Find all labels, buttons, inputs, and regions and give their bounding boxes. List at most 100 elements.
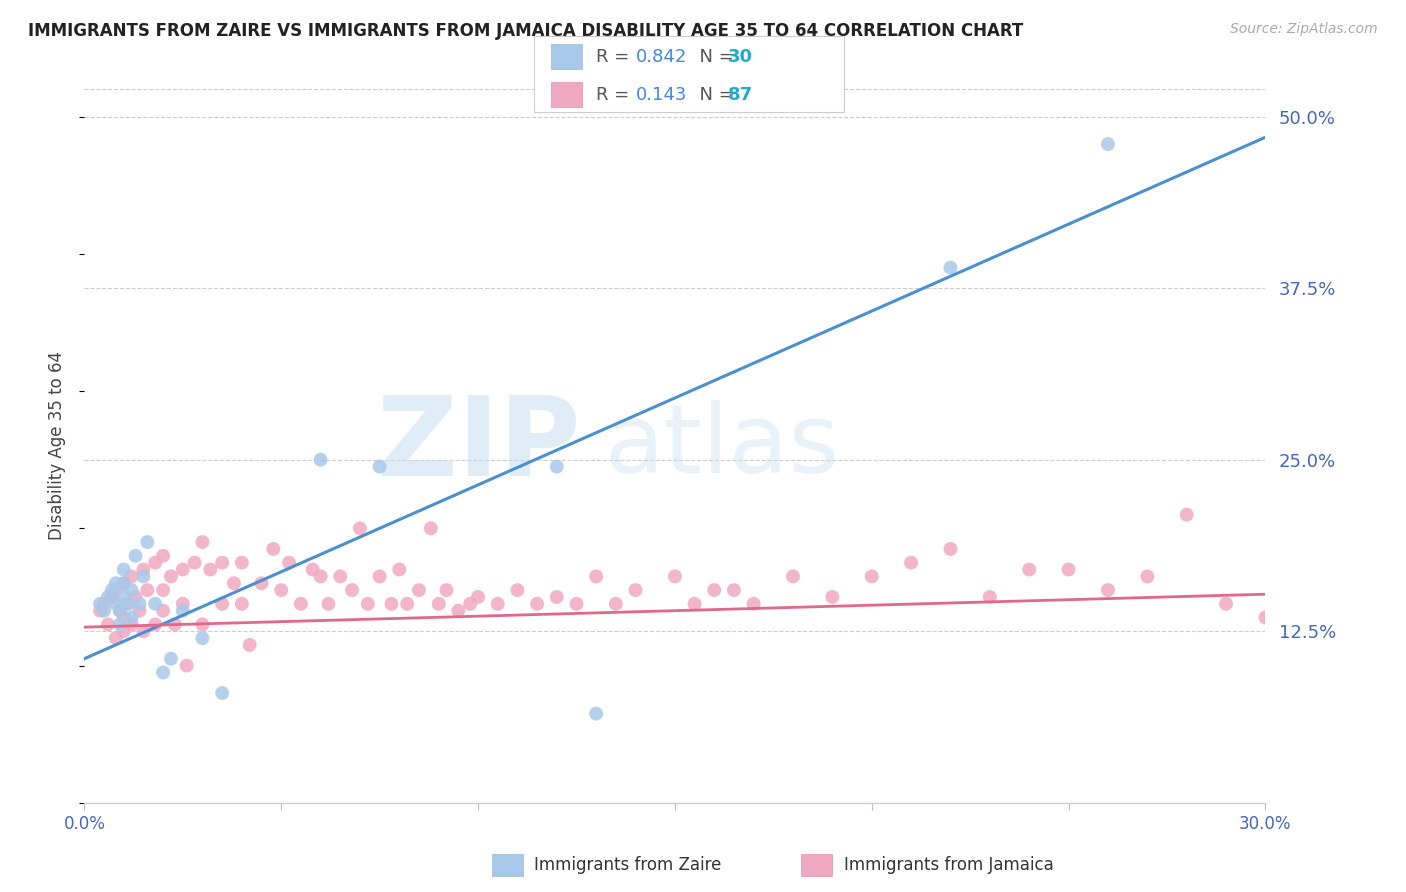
Point — [183, 556, 205, 570]
Point — [132, 624, 155, 639]
Point — [112, 562, 135, 576]
Point — [250, 576, 273, 591]
Point — [108, 604, 131, 618]
Point — [486, 597, 509, 611]
Point — [585, 706, 607, 721]
Text: N =: N = — [688, 86, 740, 103]
Text: 0.842: 0.842 — [636, 48, 688, 66]
Text: Immigrants from Zaire: Immigrants from Zaire — [534, 856, 721, 874]
Point — [723, 583, 745, 598]
Point — [1175, 508, 1198, 522]
Text: R =: R = — [596, 86, 636, 103]
Point — [132, 562, 155, 576]
Point — [143, 556, 166, 570]
Point — [152, 604, 174, 618]
Point — [143, 617, 166, 632]
Point — [340, 583, 363, 598]
Point — [1215, 597, 1237, 611]
Point — [136, 535, 159, 549]
Point — [200, 562, 222, 576]
Point — [152, 583, 174, 598]
Point — [290, 597, 312, 611]
Point — [97, 590, 120, 604]
Point — [447, 604, 470, 618]
Point — [979, 590, 1001, 604]
Point — [104, 597, 127, 611]
Point — [278, 556, 301, 570]
Point — [112, 576, 135, 591]
Point — [270, 583, 292, 598]
Point — [585, 569, 607, 583]
Text: 0.143: 0.143 — [636, 86, 688, 103]
Point — [1097, 137, 1119, 152]
Point — [408, 583, 430, 598]
Text: Immigrants from Jamaica: Immigrants from Jamaica — [844, 856, 1053, 874]
Point — [89, 604, 111, 618]
Text: Source: ZipAtlas.com: Source: ZipAtlas.com — [1230, 22, 1378, 37]
Point — [309, 452, 332, 467]
Point — [329, 569, 352, 583]
Point — [191, 631, 214, 645]
Point — [211, 597, 233, 611]
Point — [172, 597, 194, 611]
Point — [506, 583, 529, 598]
Point — [526, 597, 548, 611]
Point — [176, 658, 198, 673]
Point — [388, 562, 411, 576]
Point — [132, 569, 155, 583]
Point — [436, 583, 458, 598]
Point — [152, 549, 174, 563]
Point — [624, 583, 647, 598]
Point — [703, 583, 725, 598]
Point — [136, 583, 159, 598]
Point — [128, 597, 150, 611]
Point — [101, 590, 124, 604]
Point — [112, 624, 135, 639]
Point — [124, 590, 146, 604]
Point — [1018, 562, 1040, 576]
Point — [117, 597, 139, 611]
Point — [565, 597, 588, 611]
Point — [89, 597, 111, 611]
Point — [112, 590, 135, 604]
Point — [427, 597, 450, 611]
Point — [262, 541, 284, 556]
Text: R =: R = — [596, 48, 636, 66]
Point — [108, 604, 131, 618]
Point — [93, 597, 115, 611]
Point — [172, 604, 194, 618]
Point — [117, 597, 139, 611]
Text: 30: 30 — [728, 48, 754, 66]
Point — [939, 260, 962, 275]
Text: ZIP: ZIP — [377, 392, 581, 500]
Point — [191, 535, 214, 549]
Point — [458, 597, 481, 611]
Text: 87: 87 — [728, 86, 754, 103]
Point — [191, 617, 214, 632]
Point — [112, 610, 135, 624]
Point — [231, 597, 253, 611]
Point — [163, 617, 186, 632]
Point — [211, 556, 233, 570]
Point — [172, 562, 194, 576]
Point — [900, 556, 922, 570]
Point — [143, 597, 166, 611]
Point — [93, 604, 115, 618]
Text: atlas: atlas — [605, 400, 839, 492]
Point — [664, 569, 686, 583]
Point — [318, 597, 340, 611]
Point — [860, 569, 883, 583]
Point — [467, 590, 489, 604]
Point — [546, 590, 568, 604]
Point — [124, 549, 146, 563]
Point — [121, 617, 143, 632]
Point — [160, 569, 183, 583]
Point — [368, 459, 391, 474]
Point — [239, 638, 262, 652]
Point — [396, 597, 419, 611]
Point — [101, 583, 124, 598]
Point — [309, 569, 332, 583]
Point — [222, 576, 245, 591]
Point — [121, 569, 143, 583]
Point — [357, 597, 380, 611]
